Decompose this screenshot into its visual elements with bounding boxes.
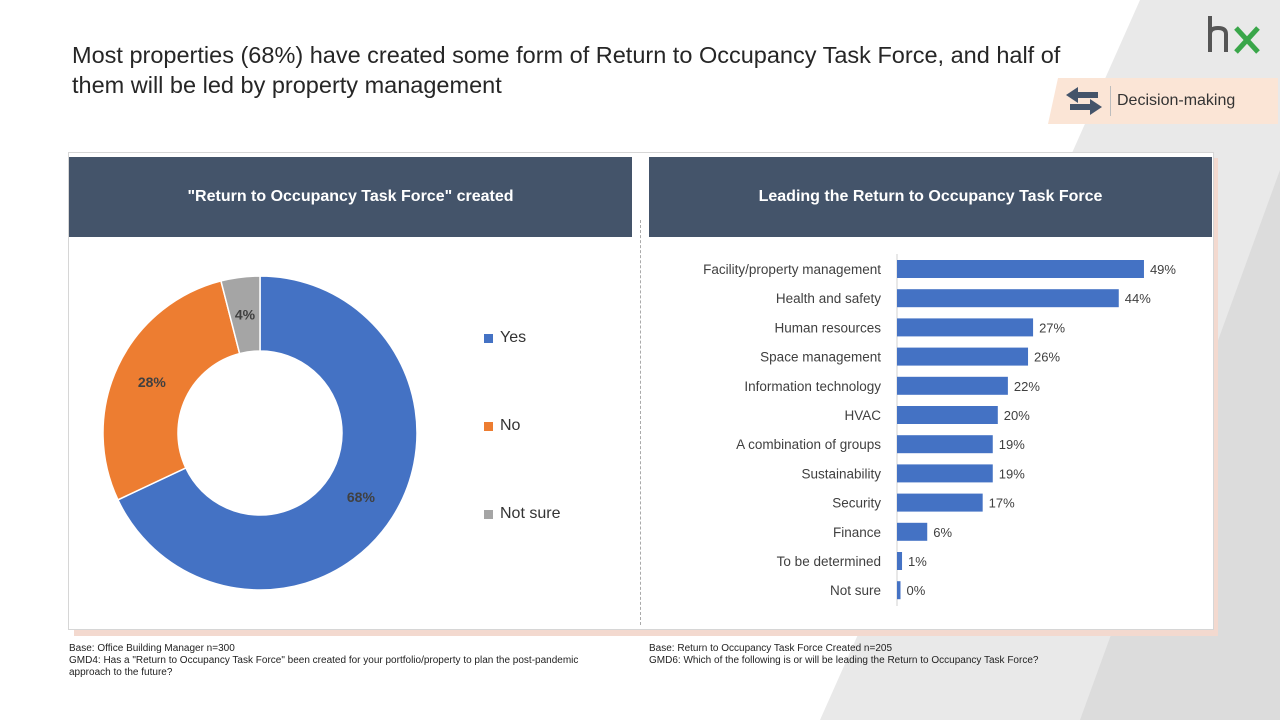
bar-category-information-technology: Information technology	[744, 379, 881, 394]
page-title: Most properties (68%) have created some …	[72, 42, 1061, 98]
bar-category-facility-property-management: Facility/property management	[703, 262, 881, 277]
bar-chart-title: Leading the Return to Occupancy Task For…	[649, 157, 1212, 237]
donut-label-no: 28%	[138, 374, 167, 390]
bar-label-facility-property-management: 49%	[1150, 262, 1176, 277]
footnote-right-base: Base: Return to Occupancy Task Force Cre…	[649, 643, 893, 654]
legend-swatch	[484, 421, 493, 431]
donut-slice-no	[102, 280, 241, 501]
bar-label-hvac: 20%	[1004, 408, 1030, 423]
bar-label-security: 17%	[989, 496, 1015, 511]
bar-space-management	[897, 347, 1029, 366]
legend-swatch	[484, 509, 493, 519]
bar-to-be-determined	[897, 552, 903, 570]
donut-label-not-sure: 4%	[235, 306, 256, 322]
footnote-left-base: Base: Office Building Manager n=300	[69, 643, 235, 654]
donut-slice-yes	[116, 275, 418, 591]
footnote-left-question: GMD4: Has a "Return to Occupancy Task Fo…	[69, 655, 579, 678]
bar-label-human-resources: 27%	[1039, 320, 1065, 335]
legend-item-no: No	[484, 414, 520, 438]
legend-label: Not sure	[500, 505, 561, 522]
bar-label-finance: 6%	[933, 525, 952, 540]
bar-category-human-resources: Human resources	[774, 320, 881, 335]
bar-health-and-safety	[897, 289, 1119, 308]
footnote-left: Base: Office Building Manager n=300 GMD4…	[69, 643, 589, 679]
bar-label-space-management: 26%	[1034, 350, 1060, 365]
swap-arrows-icon	[1066, 87, 1102, 115]
bar-category-sustainability: Sustainability	[801, 466, 881, 481]
footnote-right-question: GMD6: Which of the following is or will …	[649, 655, 1039, 666]
decision-making-tag: Decision-making	[1048, 78, 1278, 124]
bar-category-health-and-safety: Health and safety	[776, 291, 881, 306]
bar-label-not-sure: 0%	[907, 583, 926, 598]
bar-label-sustainability: 19%	[999, 466, 1025, 481]
tag-label: Decision-making	[1117, 92, 1236, 109]
donut-slice-not-sure	[220, 275, 261, 355]
panel-divider	[640, 220, 641, 625]
bar-label-health-and-safety: 44%	[1125, 291, 1151, 306]
bar-category-finance: Finance	[833, 525, 881, 540]
legend-swatch	[484, 333, 493, 343]
bar-category-to-be-determined: To be determined	[777, 554, 881, 569]
bar-security	[897, 493, 983, 512]
legend-label: No	[500, 417, 521, 434]
bar-facility-property-management	[897, 260, 1144, 278]
bar-category-not-sure: Not sure	[830, 583, 881, 598]
bar-label-information-technology: 22%	[1014, 379, 1040, 394]
bar-information-technology	[897, 376, 1008, 395]
bar-sustainability	[897, 464, 993, 483]
bar-not-sure	[897, 581, 901, 600]
bar-category-security: Security	[832, 496, 881, 511]
bar-human-resources	[897, 318, 1034, 337]
legend-item-not-sure: Not sure	[484, 502, 560, 526]
bar-label-to-be-determined: 1%	[908, 554, 927, 569]
hx-logo	[1208, 16, 1260, 54]
donut-chart: 68% 28% 4%	[102, 275, 418, 591]
bar-a-combination-of-groups	[897, 435, 993, 454]
bar-finance	[897, 522, 928, 541]
footnote-right: Base: Return to Occupancy Task Force Cre…	[649, 643, 1169, 667]
tag-separator	[1110, 86, 1111, 116]
bar-category-space-management: Space management	[760, 350, 881, 365]
donut-chart-title: "Return to Occupancy Task Force" created	[69, 157, 632, 237]
legend-item-yes: Yes	[484, 326, 526, 350]
bar-category-hvac: HVAC	[844, 408, 881, 423]
legend-label: Yes	[500, 329, 527, 346]
donut-label-yes: 68%	[347, 489, 376, 505]
bar-category-a-combination-of-groups: A combination of groups	[736, 437, 881, 452]
bar-chart: Facility/property management 49% Health an…	[703, 254, 1176, 606]
bar-label-a-combination-of-groups: 19%	[999, 437, 1025, 452]
bar-hvac	[897, 406, 998, 424]
